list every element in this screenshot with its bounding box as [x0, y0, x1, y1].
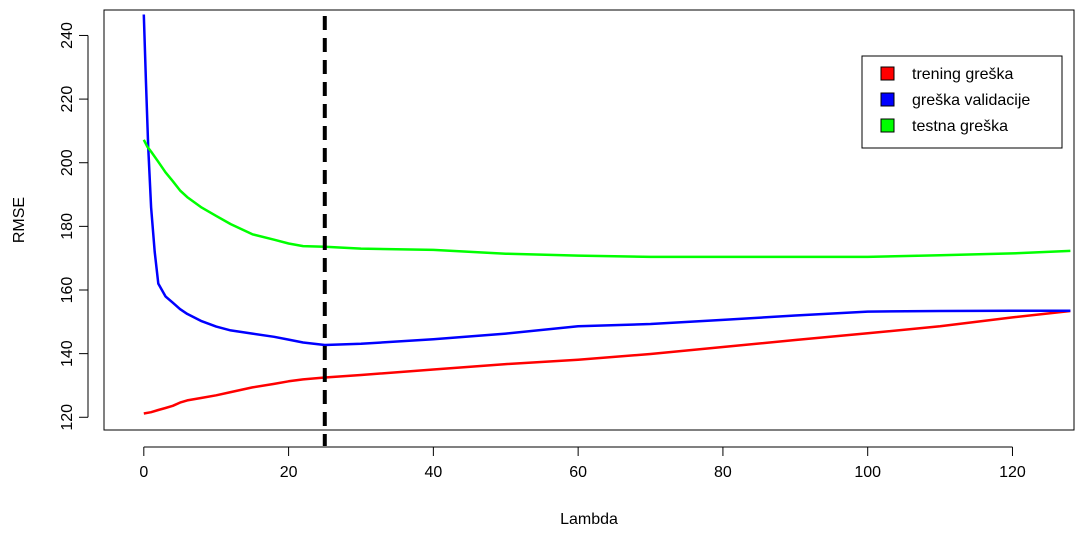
- x-tick-label: 60: [569, 464, 587, 481]
- series-line-2: [142, 139, 1071, 259]
- series-line-1: [142, 14, 1071, 347]
- x-tick-label: 120: [999, 464, 1026, 481]
- x-tick-label: 40: [424, 464, 442, 481]
- y-tick-label: 200: [59, 149, 76, 176]
- legend: trening greška greška validacije testna gr…: [861, 55, 1063, 149]
- x-tick-label: 0: [139, 464, 148, 481]
- legend-swatch: [880, 92, 895, 107]
- legend-box: [861, 55, 1063, 149]
- series-line-0: [143, 309, 1071, 415]
- x-tick-label: 80: [714, 464, 732, 481]
- x-axis-label: Lambda: [560, 511, 618, 528]
- x-tick-label: 100: [854, 464, 881, 481]
- y-tick-label: 220: [59, 86, 76, 113]
- y-axis-label: RMSE: [11, 197, 28, 243]
- x-tick-label: 20: [280, 464, 298, 481]
- legend-label: trening greška: [912, 66, 1013, 83]
- legend-swatch: [880, 118, 895, 133]
- legend-swatch: [880, 66, 895, 81]
- x-axis: 0 20 40 60 80 100 120: [139, 446, 1026, 481]
- y-tick-label: 140: [59, 340, 76, 367]
- y-tick-label: 160: [59, 277, 76, 304]
- y-tick-label: 120: [59, 404, 76, 431]
- legend-label: greška validacije: [912, 92, 1030, 109]
- y-axis: 120 140 160 180 200 220 240: [59, 22, 89, 431]
- y-tick-label: 240: [59, 22, 76, 49]
- series-layer: [142, 14, 1071, 415]
- legend-label: testna greška: [912, 118, 1008, 135]
- y-tick-label: 180: [59, 213, 76, 240]
- plot-frame: [103, 9, 1075, 431]
